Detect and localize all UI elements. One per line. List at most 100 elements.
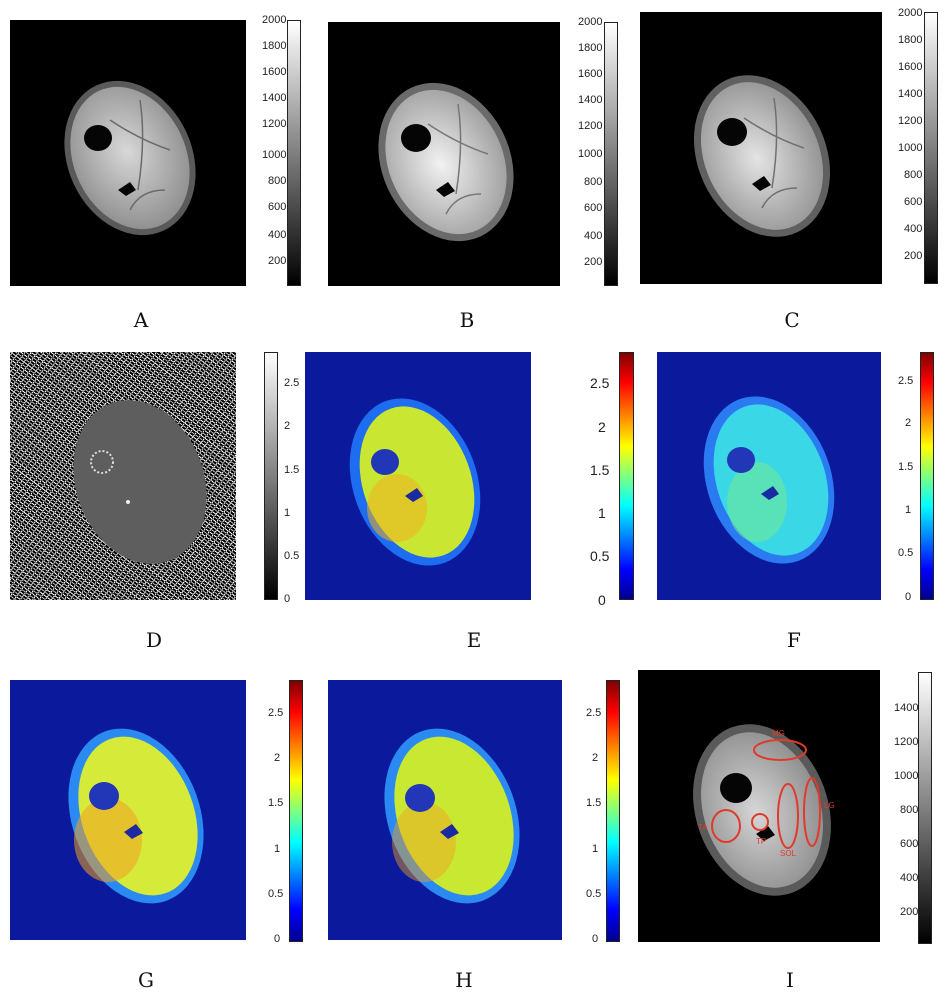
tick-label: 600: [904, 196, 923, 208]
tick-label: 1200: [898, 115, 923, 127]
tick-label: 2.5: [590, 375, 610, 391]
tick-label: 0: [284, 593, 291, 605]
tick-label: 2.5: [284, 377, 300, 389]
tick-label: 0.5: [284, 550, 300, 562]
panel-label: F: [787, 628, 801, 652]
colorbar-a: [287, 20, 301, 286]
tick-label: 1000: [262, 149, 287, 161]
tick-label: 0: [905, 591, 912, 603]
tick-label: 400: [904, 223, 923, 235]
tick-label: 800: [904, 169, 923, 181]
noise-map-image-d: [10, 352, 236, 600]
tick-label: 2: [905, 417, 912, 429]
panel-label: I: [786, 968, 794, 992]
tick-label: 1: [598, 505, 606, 521]
tick-label: 2: [284, 420, 291, 432]
panel-label: E: [466, 628, 482, 652]
tick-label: 1: [284, 507, 291, 519]
tick-label: 200: [904, 250, 923, 262]
panel-label: A: [133, 308, 149, 332]
tick-label: 1600: [898, 61, 923, 73]
tick-label: 1: [592, 843, 599, 855]
tick-label: 2: [592, 752, 599, 764]
tick-label: 1600: [262, 66, 287, 78]
tick-label: 1: [905, 504, 912, 516]
mri-image-b: [328, 22, 560, 286]
tick-label: 0.5: [268, 888, 284, 900]
tick-label: 0: [274, 933, 281, 945]
tick-label: 2.5: [268, 707, 284, 719]
roi-label-ta: TA: [698, 823, 708, 832]
colorbar-e: [619, 352, 634, 600]
tick-label: 1.5: [268, 797, 284, 809]
tick-label: 400: [900, 872, 919, 884]
colorbar-i: [918, 672, 932, 944]
tick-label: 800: [584, 176, 603, 188]
colorbar-c: [924, 12, 938, 284]
colorbar-f: [920, 352, 934, 600]
tick-label: 400: [584, 230, 603, 242]
tick-label: 600: [268, 201, 287, 213]
colorbar-d: [264, 352, 278, 600]
tick-label: 0.5: [586, 888, 602, 900]
tick-label: 800: [268, 175, 287, 187]
panel-label: B: [459, 308, 475, 332]
tick-label: 200: [900, 906, 919, 918]
roi-label-lg: LG: [824, 801, 835, 810]
colorbar-b: [604, 22, 618, 286]
mri-image-c: [640, 12, 882, 284]
tick-label: 0.5: [898, 547, 914, 559]
tick-label: 2000: [578, 16, 603, 28]
tick-label: 1800: [262, 40, 287, 52]
tick-label: 1200: [578, 120, 603, 132]
tick-label: 2.5: [898, 375, 914, 387]
tick-label: 1000: [894, 770, 919, 782]
panel-label: D: [145, 628, 163, 652]
tick-label: 0: [598, 592, 606, 608]
tick-label: 1800: [578, 42, 603, 54]
colorbar-h: [606, 680, 620, 942]
tick-label: 600: [900, 838, 919, 850]
parametric-map-image-g: [10, 680, 246, 940]
parametric-map-image-e: [305, 352, 531, 600]
colorbar-g: [289, 680, 303, 942]
roi-label-tp: TP: [756, 837, 767, 846]
tick-label: 1800: [898, 34, 923, 46]
tick-label: 1.5: [898, 461, 914, 473]
roi-ellipses: [711, 739, 821, 849]
tick-label: 0: [592, 933, 599, 945]
roi-label-sol: SOL: [780, 849, 797, 858]
tick-label: 2: [274, 752, 281, 764]
tick-label: 1400: [578, 94, 603, 106]
mri-image-a: [10, 20, 246, 286]
roi-label-mg: MG: [772, 729, 785, 738]
tick-label: 1400: [898, 88, 923, 100]
tick-label: 200: [268, 255, 287, 267]
tick-label: 2: [598, 419, 606, 435]
tick-label: 1400: [894, 702, 919, 714]
tick-label: 1.5: [586, 797, 602, 809]
tick-label: 1000: [898, 142, 923, 154]
tick-label: 1: [274, 843, 281, 855]
tick-label: 1400: [262, 92, 287, 104]
panel-label: H: [455, 968, 473, 992]
tick-label: 1000: [578, 148, 603, 160]
tick-label: 2.5: [586, 707, 602, 719]
tick-label: 0.5: [590, 548, 610, 564]
tick-label: 200: [584, 256, 603, 268]
tick-label: 600: [584, 202, 603, 214]
tick-label: 1.5: [284, 464, 300, 476]
parametric-map-image-f: [657, 352, 881, 600]
tick-label: 1.5: [590, 462, 610, 478]
tick-label: 2000: [262, 14, 287, 26]
tick-label: 1200: [262, 118, 287, 130]
panel-label: G: [138, 968, 154, 992]
tick-label: 1200: [894, 736, 919, 748]
tick-label: 1600: [578, 68, 603, 80]
panel-label: C: [784, 308, 800, 332]
tick-label: 800: [900, 804, 919, 816]
tick-label: 400: [268, 229, 287, 241]
tick-label: 2000: [898, 7, 923, 19]
parametric-map-image-h: [328, 680, 562, 940]
mri-roi-image-i: MG LG SOL TA TP: [638, 670, 880, 942]
